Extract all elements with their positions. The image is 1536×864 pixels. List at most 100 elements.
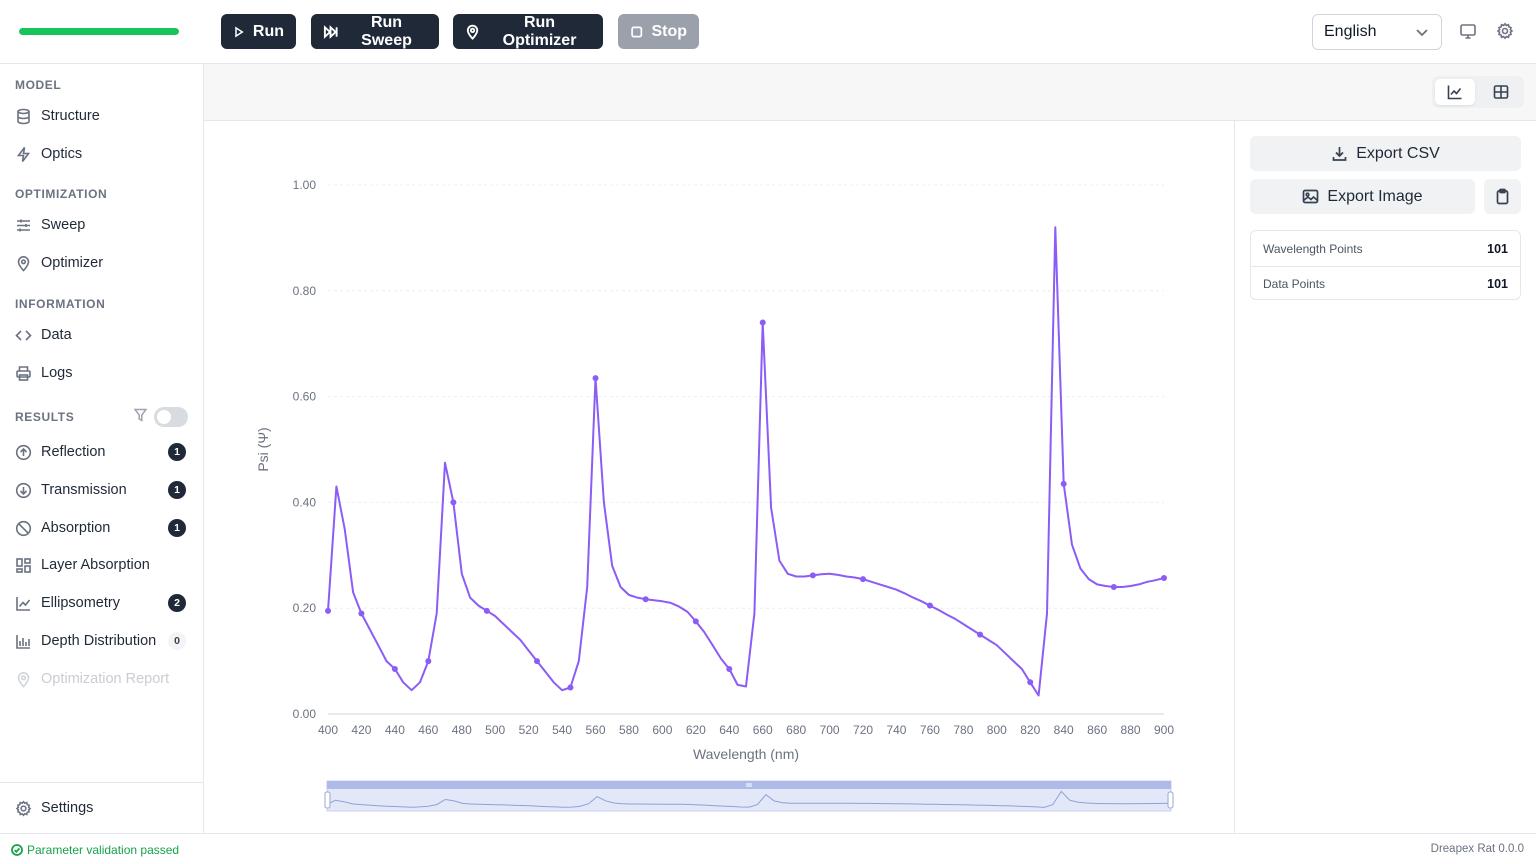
data-point[interactable] <box>592 375 599 382</box>
language-select[interactable]: English <box>1312 14 1442 50</box>
x-tick-label: 820 <box>1020 723 1040 737</box>
y-tick-label: 0.80 <box>293 284 317 298</box>
export-image-label: Export Image <box>1327 187 1423 205</box>
stat-value: 101 <box>1487 241 1508 256</box>
x-tick-label: 740 <box>886 723 906 737</box>
line-chart-icon <box>1447 85 1462 100</box>
export-image-button[interactable]: Export Image <box>1250 179 1475 214</box>
zoom-handle-right[interactable] <box>1167 791 1174 809</box>
chart-view-button[interactable] <box>1435 79 1475 105</box>
monitor-icon[interactable] <box>1459 22 1479 42</box>
table-view-button[interactable] <box>1481 79 1521 105</box>
stat-row-wavelength-points: Wavelength Points 101 <box>1251 231 1520 266</box>
data-point[interactable] <box>325 607 331 614</box>
data-point[interactable] <box>860 576 867 583</box>
sidebar-item-depth-distribution[interactable]: Depth Distribution 0 <box>15 627 190 655</box>
arrow-up-circle-icon <box>15 444 32 460</box>
data-point[interactable] <box>425 658 432 665</box>
sidebar-item-data[interactable]: Data <box>15 321 190 349</box>
run-button[interactable]: Run <box>221 14 296 49</box>
data-point[interactable] <box>642 596 649 603</box>
sidebar-item-logs[interactable]: Logs <box>15 359 190 387</box>
run-sweep-button[interactable]: Run Sweep <box>311 14 439 49</box>
count-badge: 1 <box>168 519 186 537</box>
x-tick-label: 500 <box>485 723 505 737</box>
fast-forward-icon <box>323 24 338 39</box>
x-tick-label: 760 <box>920 723 940 737</box>
x-tick-label: 860 <box>1087 723 1107 737</box>
download-icon <box>1332 147 1347 161</box>
x-tick-label: 540 <box>552 723 572 737</box>
validation-status: Parameter validation passed <box>11 843 179 857</box>
sidebar-item-structure[interactable]: Structure <box>15 102 190 130</box>
app-version: Dreapex Rat 0.0.0 <box>1430 843 1524 855</box>
sidebar-item-label: Reflection <box>41 444 106 460</box>
count-badge: 1 <box>168 481 186 499</box>
x-tick-label: 400 <box>318 723 338 737</box>
sidebar-item-optimizer[interactable]: Optimizer <box>15 249 190 277</box>
data-point[interactable] <box>692 618 699 625</box>
x-tick-label: 800 <box>987 723 1007 737</box>
data-point[interactable] <box>926 602 933 609</box>
data-point[interactable] <box>1110 584 1117 591</box>
data-point[interactable] <box>567 684 574 691</box>
sidebar-item-sweep[interactable]: Sweep <box>15 211 190 239</box>
x-tick-label: 880 <box>1121 723 1141 737</box>
export-csv-button[interactable]: Export CSV <box>1250 136 1521 171</box>
zoom-slider[interactable] <box>324 780 1174 812</box>
bar-chart-icon <box>16 634 30 649</box>
data-point[interactable] <box>534 658 540 665</box>
data-point[interactable] <box>1161 575 1167 582</box>
x-tick-label: 720 <box>853 723 873 737</box>
x-tick-label: 680 <box>786 723 806 737</box>
data-point[interactable] <box>977 631 984 638</box>
stat-label: Data Points <box>1263 277 1326 291</box>
sidebar-item-label: Transmission <box>41 482 127 498</box>
run-optimizer-button[interactable]: Run Optimizer <box>453 14 603 49</box>
x-tick-label: 560 <box>586 723 606 737</box>
copy-clipboard-button[interactable] <box>1484 179 1521 214</box>
database-icon <box>17 108 30 124</box>
map-pin-icon <box>17 671 30 688</box>
stat-row-data-points: Data Points 101 <box>1251 266 1520 301</box>
sidebar-item-optics[interactable]: Optics <box>15 140 190 168</box>
data-point[interactable] <box>726 666 733 673</box>
sidebar-item-transmission[interactable]: Transmission 1 <box>15 476 190 504</box>
y-tick-label: 0.00 <box>293 707 317 721</box>
data-point[interactable] <box>759 319 766 326</box>
x-axis-label: Wavelength (nm) <box>693 746 799 762</box>
sidebar-item-reflection[interactable]: Reflection 1 <box>15 438 190 466</box>
sidebar-item-layer-absorption[interactable]: Layer Absorption <box>15 551 190 579</box>
run-label: Run <box>252 22 284 40</box>
data-point[interactable] <box>483 607 490 614</box>
data-point[interactable] <box>391 666 398 673</box>
y-axis-label: Psi (Ψ) <box>255 427 271 471</box>
filter-icon[interactable] <box>133 408 148 427</box>
data-point[interactable] <box>1027 679 1034 686</box>
x-tick-label: 700 <box>820 723 840 737</box>
ellipsometry-chart[interactable]: 0.00 0.20 0.40 0.60 0.80 1.00 400 420 440 460 480 5… <box>204 121 1234 833</box>
section-optimization: OPTIMIZATION <box>15 187 108 201</box>
x-tick-label: 900 <box>1154 723 1174 737</box>
sidebar-item-optimization-report: Optimization Report <box>15 665 190 693</box>
sidebar-item-label: Sweep <box>41 217 86 233</box>
ban-icon <box>15 520 32 536</box>
sidebar-item-ellipsometry[interactable]: Ellipsometry 2 <box>15 589 190 617</box>
data-point[interactable] <box>358 610 365 617</box>
progress-fill <box>19 28 179 35</box>
data-point[interactable] <box>450 499 457 506</box>
sidebar-item-absorption[interactable]: Absorption 1 <box>15 514 190 542</box>
results-filter-toggle[interactable] <box>154 407 188 427</box>
data-point[interactable] <box>809 572 816 579</box>
sidebar-item-settings[interactable]: Settings <box>15 794 190 822</box>
progress-bar <box>19 28 179 35</box>
y-tick-label: 0.40 <box>293 495 317 509</box>
arrow-down-circle-icon <box>15 482 32 498</box>
settings-gear-icon[interactable] <box>1496 22 1516 42</box>
zoom-handle-left[interactable] <box>324 791 331 809</box>
data-point[interactable] <box>1060 480 1067 487</box>
stop-button[interactable]: Stop <box>618 14 699 49</box>
x-tick-label: 440 <box>385 723 405 737</box>
count-badge: 2 <box>168 594 186 612</box>
line-chart-icon <box>16 596 31 611</box>
